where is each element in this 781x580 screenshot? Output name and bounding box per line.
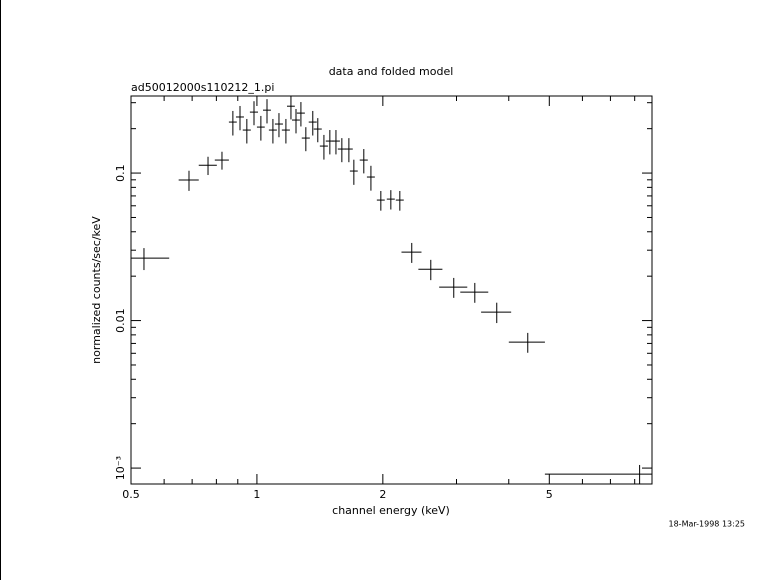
x-tick-label: 5 bbox=[546, 488, 553, 501]
x-tick-label: 2 bbox=[379, 488, 386, 501]
timestamp: 18-Mar-1998 13:25 bbox=[669, 520, 746, 529]
data-area bbox=[131, 96, 652, 484]
chart-title: data and folded model bbox=[329, 65, 454, 78]
y-tick-label: 0.01 bbox=[114, 308, 127, 333]
x-tick-label: 1 bbox=[253, 488, 260, 501]
y-tick-label: 10⁻³ bbox=[114, 456, 127, 480]
plot-frame bbox=[130, 95, 653, 485]
x-axis-label: channel energy (keV) bbox=[332, 504, 450, 517]
y-axis-label: normalized counts/sec/keV bbox=[90, 216, 103, 364]
y-tick-label: 0.1 bbox=[114, 164, 127, 182]
chart-subtitle: ad50012000s110212_1.pi bbox=[131, 81, 274, 94]
x-tick-label: 0.5 bbox=[122, 488, 140, 501]
